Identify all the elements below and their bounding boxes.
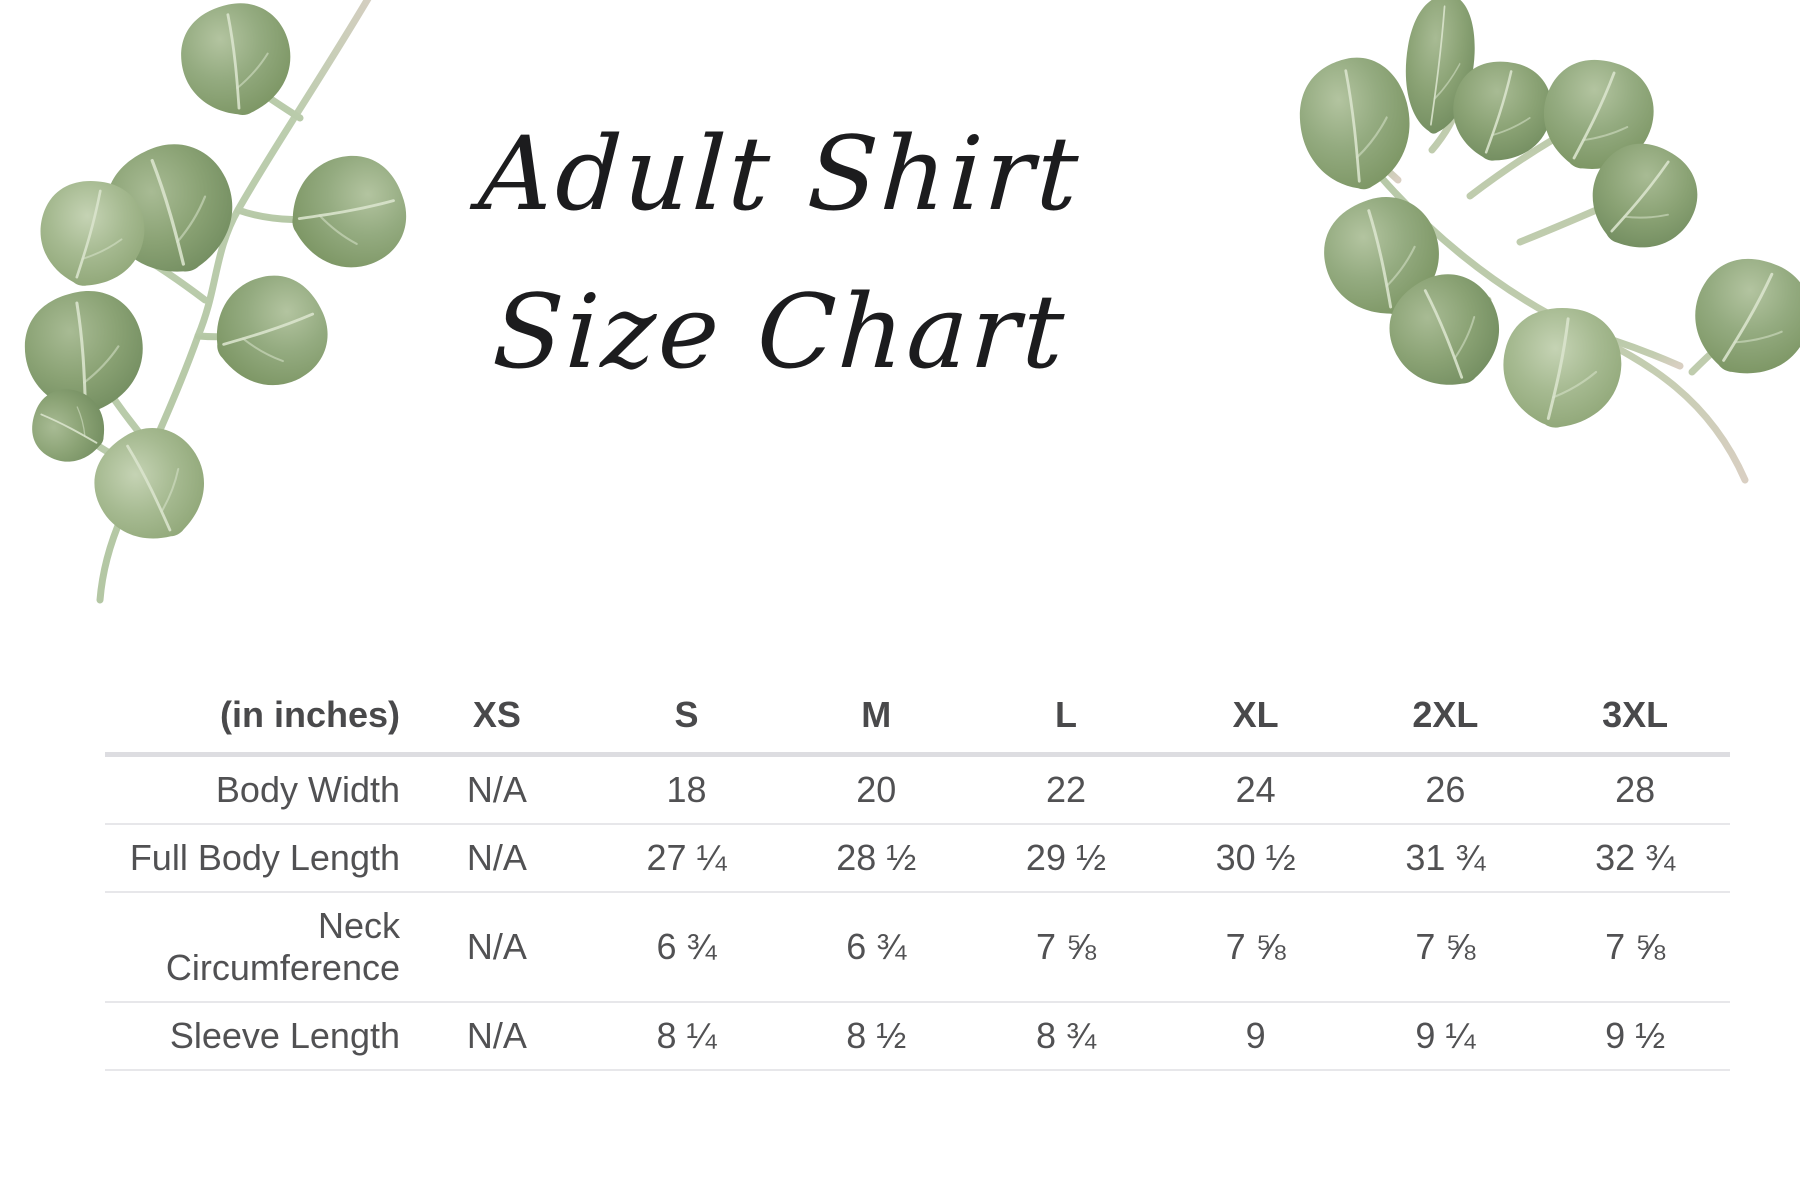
table-header: (in inches) XS S M L XL 2XL 3XL [105, 688, 1730, 755]
measurement-cell: N/A [466, 769, 527, 810]
measurement-cell: 18 [666, 769, 707, 810]
measurement-cell: 28 ½ [836, 837, 917, 878]
row-label: Sleeve Length [169, 1015, 400, 1056]
measurement-cell: 27 ¼ [646, 837, 727, 878]
row-label: Full Body Length [129, 837, 400, 878]
measurement-cell: 7 ⅝ [1035, 926, 1096, 967]
measurement-cell: 24 [1235, 769, 1276, 810]
measurement-cell: 28 [1615, 769, 1656, 810]
size-chart-table: (in inches) XS S M L XL 2XL 3XL Body Width N/A 18… [105, 688, 1730, 1071]
measurement-cell: 7 ⅝ [1415, 926, 1476, 967]
size-column-header: M [861, 694, 892, 735]
table-body: Body Width N/A 18 20 22 24 26 28 Full Body Lengt… [105, 755, 1730, 1070]
measurement-cell: 29 ½ [1025, 837, 1106, 878]
size-column-header: XS [472, 694, 521, 735]
unit-header-cell: (in inches) [219, 694, 400, 735]
measurement-cell: 8 ¼ [656, 1015, 717, 1056]
size-column-header: 3XL [1602, 694, 1669, 735]
table-row: Full Body Length N/A 27 ¼ 28 ½ 29 ½ 30 ½ 31 ¾ 3… [105, 824, 1730, 892]
measurement-cell: 8 ¾ [1035, 1015, 1096, 1056]
measurement-cell: 6 ¾ [846, 926, 907, 967]
measurement-cell: N/A [466, 926, 527, 967]
header-row: (in inches) XS S M L XL 2XL 3XL [105, 688, 1730, 755]
measurement-cell: 20 [856, 769, 897, 810]
eucalyptus-leaf [75, 409, 227, 562]
measurement-cell: 6 ¾ [656, 926, 717, 967]
row-label: Neck Circumference [165, 905, 400, 988]
measurement-cell: N/A [466, 837, 527, 878]
title-line-2: Size Chart [490, 273, 1070, 392]
measurement-cell: 30 ½ [1215, 837, 1296, 878]
size-column-header: S [674, 694, 699, 735]
measurement-cell: 22 [1045, 769, 1086, 810]
title-line-1: Adult Shirt [476, 115, 1084, 234]
eucalyptus-leaf [1568, 122, 1718, 273]
row-label: Body Width [215, 769, 400, 810]
measurement-cell: 9 ½ [1605, 1015, 1666, 1056]
measurement-cell: 31 ¾ [1405, 837, 1486, 878]
measurement-cell: N/A [466, 1015, 527, 1056]
measurement-cell: 7 ⅝ [1605, 926, 1666, 967]
measurement-cell: 8 ½ [846, 1015, 907, 1056]
size-column-header: XL [1232, 694, 1279, 735]
measurement-cell: 32 ¾ [1595, 837, 1676, 878]
measurement-cell: 9 ¼ [1415, 1015, 1476, 1056]
measurement-cell: 7 ⅝ [1225, 926, 1286, 967]
eucalyptus-leaf [1671, 237, 1800, 398]
table-row: Sleeve Length N/A 8 ¼ 8 ½ 8 ¾ 9 9 ¼ 9 ½ [105, 1002, 1730, 1070]
table-row: Neck Circumference N/A 6 ¾ 6 ¾ 7 ⅝ 7 ⅝ 7 ⅝ 7 ⅝ [105, 892, 1730, 1002]
measurement-cell: 26 [1425, 769, 1466, 810]
measurement-cell: 9 [1245, 1015, 1266, 1056]
size-column-header: L [1054, 694, 1077, 735]
size-column-header: 2XL [1412, 694, 1479, 735]
page-title: Adult Shirt Size Chart [0, 96, 1560, 412]
table-row: Body Width N/A 18 20 22 24 26 28 [105, 755, 1730, 824]
